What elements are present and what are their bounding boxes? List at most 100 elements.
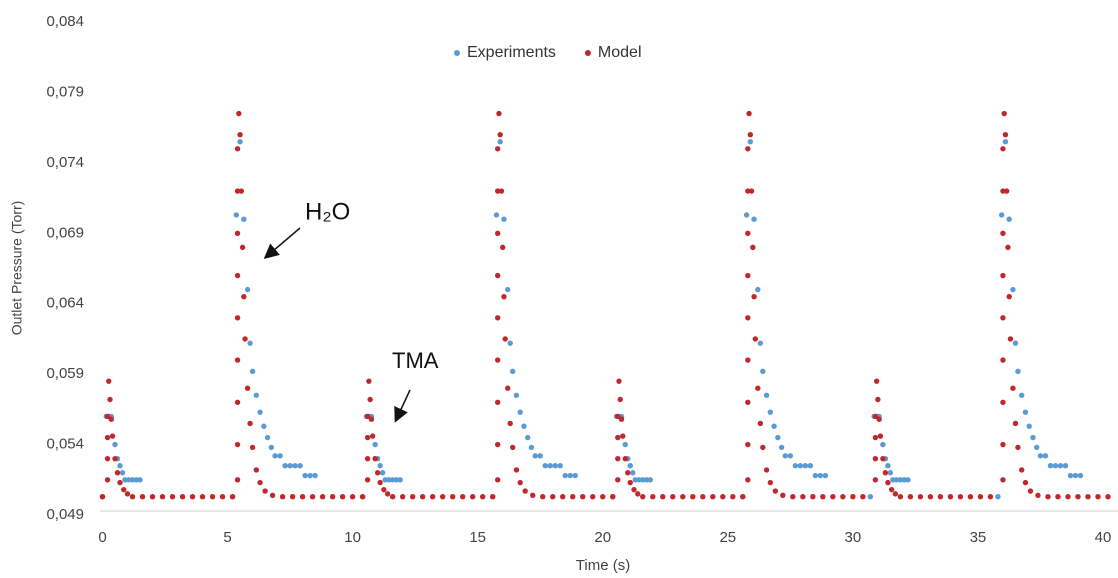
data-point xyxy=(234,315,241,321)
data-point xyxy=(364,413,371,420)
data-point xyxy=(1015,368,1021,375)
data-point xyxy=(1010,385,1016,391)
data-point xyxy=(1000,441,1006,448)
x-tick-label: 30 xyxy=(845,529,862,546)
data-point xyxy=(189,493,196,500)
data-point xyxy=(1003,188,1010,194)
data-point xyxy=(635,491,641,497)
data-point xyxy=(494,188,501,194)
data-point xyxy=(987,493,994,500)
data-point xyxy=(627,479,633,486)
data-point xyxy=(1105,493,1111,500)
data-point xyxy=(643,477,650,483)
data-point xyxy=(439,493,446,500)
data-point xyxy=(610,493,616,500)
data-point xyxy=(700,493,706,500)
data-point xyxy=(494,441,501,448)
data-point xyxy=(745,188,751,194)
data-point xyxy=(309,493,316,500)
legend-marker xyxy=(454,50,460,56)
data-point xyxy=(429,493,436,500)
data-point xyxy=(897,493,904,500)
data-point xyxy=(1037,453,1044,459)
data-point xyxy=(104,455,111,462)
data-point xyxy=(710,493,716,500)
data-point xyxy=(537,453,543,459)
data-point xyxy=(550,493,556,500)
data-point xyxy=(650,493,656,500)
data-point xyxy=(507,420,513,427)
data-point xyxy=(1019,392,1025,398)
data-point xyxy=(494,315,501,321)
data-point xyxy=(1006,293,1012,300)
data-point xyxy=(557,463,563,469)
data-point xyxy=(730,493,736,500)
data-point xyxy=(757,340,764,346)
data-point xyxy=(159,493,166,500)
data-point xyxy=(745,230,751,236)
data-point xyxy=(755,385,761,391)
data-point xyxy=(1042,453,1049,459)
data-point xyxy=(1000,399,1006,406)
data-point xyxy=(517,479,523,486)
data-point xyxy=(812,472,819,479)
data-point xyxy=(237,139,243,145)
data-point xyxy=(885,463,891,469)
data-point xyxy=(247,420,253,427)
data-point xyxy=(377,463,383,469)
data-point xyxy=(319,493,326,500)
data-point xyxy=(510,444,516,451)
data-point xyxy=(112,455,118,462)
data-point xyxy=(229,493,236,500)
data-point xyxy=(872,477,879,483)
x-axis-title: Time (s) xyxy=(576,557,630,574)
data-point xyxy=(800,493,806,500)
data-point xyxy=(501,293,507,300)
data-point xyxy=(199,493,206,500)
data-point xyxy=(104,477,111,483)
data-point xyxy=(640,493,646,500)
x-tick-label: 0 xyxy=(98,529,106,546)
data-point xyxy=(690,493,696,500)
data-point xyxy=(745,315,751,321)
data-point xyxy=(489,493,496,500)
data-point xyxy=(393,477,400,483)
data-point xyxy=(1005,244,1011,251)
data-point xyxy=(459,493,466,500)
data-point xyxy=(615,434,621,441)
data-point xyxy=(897,477,904,483)
data-point xyxy=(840,493,846,500)
data-point xyxy=(112,441,118,448)
data-point xyxy=(937,493,944,500)
data-point xyxy=(745,399,751,406)
data-point xyxy=(505,385,511,391)
data-point xyxy=(253,392,260,398)
data-point xyxy=(104,413,111,420)
data-point xyxy=(787,453,794,459)
data-point xyxy=(494,272,501,279)
data-point xyxy=(372,455,378,462)
data-point xyxy=(1075,493,1081,500)
data-point xyxy=(302,472,308,479)
data-point xyxy=(329,493,336,500)
data-point xyxy=(615,477,621,483)
data-point xyxy=(253,467,260,473)
data-point xyxy=(875,396,881,403)
data-point xyxy=(528,444,535,451)
data-point xyxy=(374,470,381,476)
data-point xyxy=(1022,479,1029,486)
data-point xyxy=(720,493,726,500)
data-point xyxy=(287,463,293,469)
y-tick-label: 0,049 xyxy=(46,506,84,523)
data-point xyxy=(680,493,686,500)
data-point xyxy=(257,409,263,415)
data-point xyxy=(1001,110,1007,117)
data-point xyxy=(782,453,789,459)
data-point xyxy=(242,336,248,342)
data-point xyxy=(409,493,416,500)
data-point xyxy=(1072,472,1079,479)
data-point xyxy=(1026,423,1032,429)
data-point xyxy=(169,493,176,500)
data-point xyxy=(279,493,286,500)
